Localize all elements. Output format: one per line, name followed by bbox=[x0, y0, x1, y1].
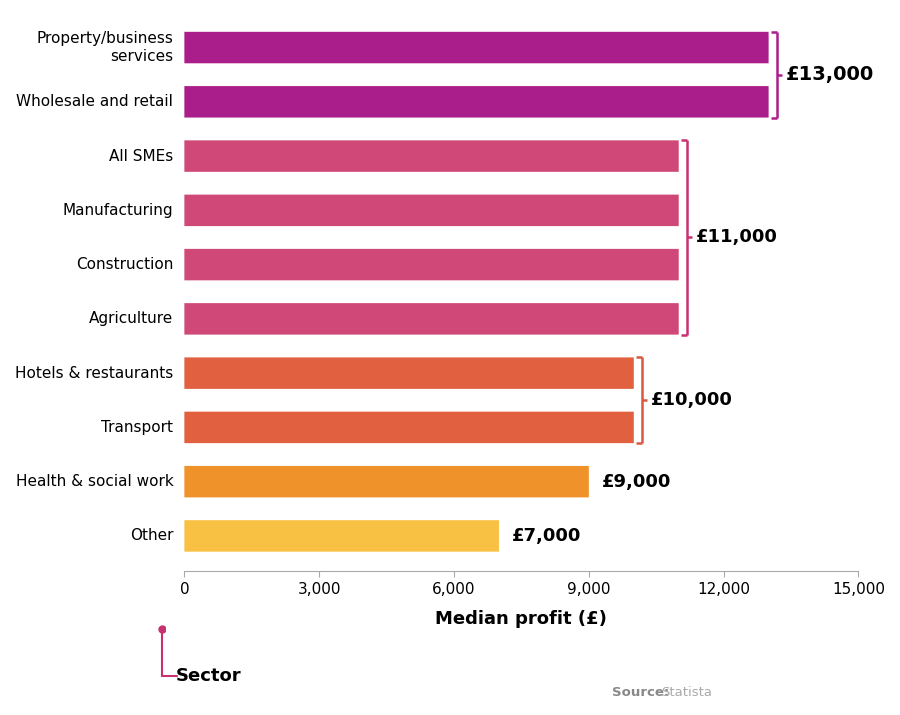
X-axis label: Median profit (£): Median profit (£) bbox=[436, 611, 608, 628]
Text: £7,000: £7,000 bbox=[511, 527, 580, 545]
Text: Statista: Statista bbox=[662, 686, 713, 699]
FancyBboxPatch shape bbox=[184, 466, 589, 498]
FancyBboxPatch shape bbox=[184, 86, 769, 117]
Text: Sector: Sector bbox=[176, 666, 241, 685]
Text: Source:: Source: bbox=[612, 686, 670, 699]
Text: £13,000: £13,000 bbox=[786, 65, 874, 84]
FancyBboxPatch shape bbox=[184, 412, 634, 443]
FancyBboxPatch shape bbox=[184, 194, 679, 226]
FancyBboxPatch shape bbox=[184, 521, 499, 552]
FancyBboxPatch shape bbox=[184, 358, 634, 389]
FancyBboxPatch shape bbox=[184, 303, 679, 335]
FancyBboxPatch shape bbox=[184, 32, 769, 64]
Text: £11,000: £11,000 bbox=[696, 229, 778, 247]
FancyBboxPatch shape bbox=[184, 140, 679, 172]
Text: £10,000: £10,000 bbox=[651, 391, 733, 409]
Text: £9,000: £9,000 bbox=[601, 473, 670, 490]
FancyBboxPatch shape bbox=[184, 249, 679, 280]
